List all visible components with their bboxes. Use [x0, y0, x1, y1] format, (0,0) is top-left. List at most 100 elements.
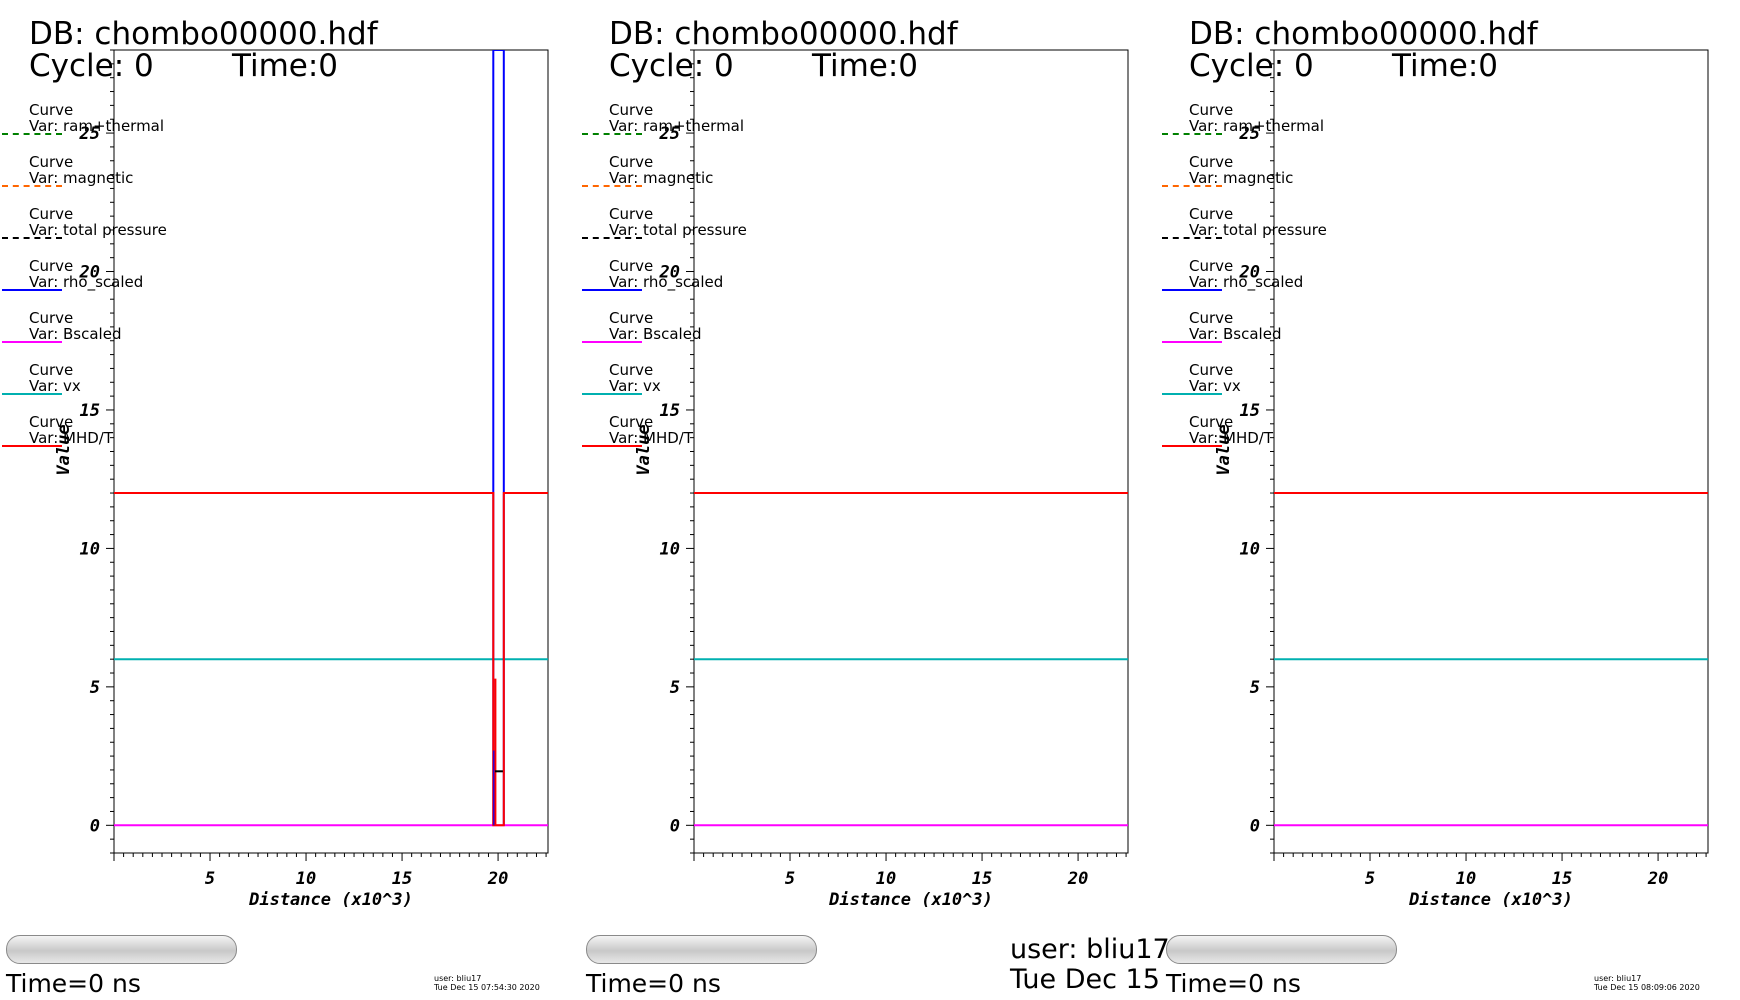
- legend-item: Curve Var: vx: [1160, 362, 1360, 410]
- time-header-label: Time:0: [812, 48, 919, 84]
- y-tick-label: 15: [660, 401, 680, 421]
- legend-item: Curve Var: total pressure: [580, 206, 780, 254]
- legend-var-label: Var: ram+thermal: [609, 117, 745, 135]
- line-chart: 5 10 15 20 0 5 10 15 20 25 Distance (x10^3) Value: [1214, 49, 1709, 910]
- legend-swatch: [582, 133, 642, 135]
- y-tick-label: 10: [1240, 539, 1260, 559]
- plot-panel-3: 5 10 15 20 0 5 10 15 20 25 Distance (x10^3) Value DB…: [1160, 0, 1740, 1000]
- legend-swatch: [1162, 185, 1222, 187]
- y-tick-label: 0: [1250, 816, 1260, 836]
- legend-curve-label: Curve: [609, 257, 654, 275]
- cycle-label: Cycle: 0: [29, 48, 154, 84]
- legend-curve-label: Curve: [609, 101, 654, 119]
- database-label: DB: chombo00000.hdf: [1189, 16, 1538, 52]
- legend-swatch: [2, 133, 62, 135]
- x-tick-label: 15: [1552, 869, 1572, 889]
- y-axis-label: Value: [634, 424, 654, 475]
- legend-swatch: [1162, 289, 1222, 291]
- legend-item: Curve Var: rho_scaled: [0, 258, 200, 306]
- x-tick-label: 15: [972, 869, 992, 889]
- legend-var-label: Var: vx: [1189, 377, 1241, 395]
- legend-curve-label: Curve: [1189, 361, 1234, 379]
- y-tick-label: 5: [90, 678, 100, 698]
- time-ns-label: Time=0 ns: [1166, 969, 1301, 998]
- legend-swatch: [1162, 445, 1222, 447]
- legend-curve-label: Curve: [29, 257, 74, 275]
- time-slider[interactable]: [1166, 935, 1397, 964]
- y-tick-label: 25: [79, 124, 100, 144]
- y-tick-label: 15: [1240, 401, 1260, 421]
- legend-item: Curve Var: MHD/T: [580, 414, 780, 462]
- legend-item: Curve Var: MHD/T: [0, 414, 200, 462]
- y-tick-label: 10: [80, 539, 100, 559]
- x-axis-label: Distance (x10^3): [248, 890, 413, 910]
- legend-swatch: [2, 237, 62, 239]
- legend-var-label: Var: ram+thermal: [29, 117, 165, 135]
- time-header-label: Time:0: [232, 48, 339, 84]
- legend-var-label: Var: magnetic: [29, 169, 134, 187]
- legend-item: Curve Var: ram+thermal: [1160, 102, 1360, 150]
- legend-item: Curve Var: magnetic: [1160, 154, 1360, 202]
- time-header-label: Time:0: [1392, 48, 1499, 84]
- y-tick-label: 20: [659, 263, 680, 283]
- y-tick-label: 5: [1250, 678, 1260, 698]
- legend-curve-label: Curve: [29, 153, 74, 171]
- legend-curve-label: Curve: [609, 413, 654, 431]
- legend-var-label: Var: total pressure: [1189, 221, 1327, 239]
- y-axis-label: Value: [1214, 424, 1234, 475]
- legend-var-label: Var: total pressure: [609, 221, 747, 239]
- x-tick-label: 20: [1067, 869, 1088, 889]
- line-chart: 5 10 15 20 0 5 10 15 20 25 Distance (x10^3) Value: [634, 49, 1129, 910]
- user-stamp: user: bliu17: [434, 974, 482, 983]
- legend-item: Curve Var: vx: [580, 362, 780, 410]
- legend-curve-label: Curve: [1189, 153, 1234, 171]
- legend-item: Curve Var: magnetic: [580, 154, 780, 202]
- legend-curve-label: Curve: [29, 205, 74, 223]
- legend-curve-label: Curve: [609, 309, 654, 327]
- time-ns-label: Time=0 ns: [6, 969, 141, 998]
- time-slider[interactable]: [6, 935, 237, 964]
- y-tick-label: 5: [670, 678, 680, 698]
- y-tick-label: 10: [660, 539, 680, 559]
- y-tick-label: 20: [79, 263, 100, 283]
- y-axis-label: Value: [54, 424, 74, 475]
- legend-var-label: Var: ram+thermal: [1189, 117, 1325, 135]
- x-tick-label: 5: [205, 869, 215, 889]
- legend-curve-label: Curve: [609, 361, 654, 379]
- y-tick-label: 25: [1239, 124, 1260, 144]
- legend-var-label: Var: Bscaled: [609, 325, 702, 343]
- line-chart: 5 10 15 20 0 5 10 15 20 25 Distance (x10^3) Value: [54, 49, 549, 910]
- legend-curve-label: Curve: [1189, 309, 1234, 327]
- x-tick-label: 10: [296, 869, 316, 889]
- legend-item: Curve Var: ram+thermal: [0, 102, 200, 150]
- legend-swatch: [2, 445, 62, 447]
- legend-swatch: [1162, 341, 1222, 343]
- legend-var-label: Var: MHD/T: [609, 429, 694, 447]
- legend-var-label: Var: total pressure: [29, 221, 167, 239]
- legend-curve-label: Curve: [609, 205, 654, 223]
- legend-item: Curve Var: total pressure: [1160, 206, 1360, 254]
- user-stamp: user: bliu17: [1594, 974, 1642, 983]
- legend-curve-label: Curve: [29, 413, 74, 431]
- legend-swatch: [2, 289, 62, 291]
- legend-swatch: [2, 341, 62, 343]
- legend-curve-label: Curve: [1189, 205, 1234, 223]
- legend-curve-label: Curve: [29, 101, 74, 119]
- y-tick-label: 20: [1239, 263, 1260, 283]
- x-axis-label: Distance (x10^3): [1408, 890, 1573, 910]
- legend-swatch: [582, 289, 642, 291]
- legend-var-label: Var: vx: [609, 377, 661, 395]
- legend-swatch: [1162, 393, 1222, 395]
- time-slider[interactable]: [586, 935, 817, 964]
- legend-swatch: [582, 185, 642, 187]
- plot-panel-2: 5 10 15 20 0 5 10 15 20 25 Distance (x10^3) Value DB…: [580, 0, 1160, 1000]
- legend-swatch: [582, 237, 642, 239]
- y-tick-label: 15: [80, 401, 100, 421]
- legend-item: Curve Var: rho_scaled: [1160, 258, 1360, 306]
- legend-curve-label: Curve: [609, 153, 654, 171]
- x-tick-label: 5: [785, 869, 795, 889]
- legend-item: Curve Var: total pressure: [0, 206, 200, 254]
- legend-curve-label: Curve: [29, 361, 74, 379]
- y-tick-label: 0: [670, 816, 680, 836]
